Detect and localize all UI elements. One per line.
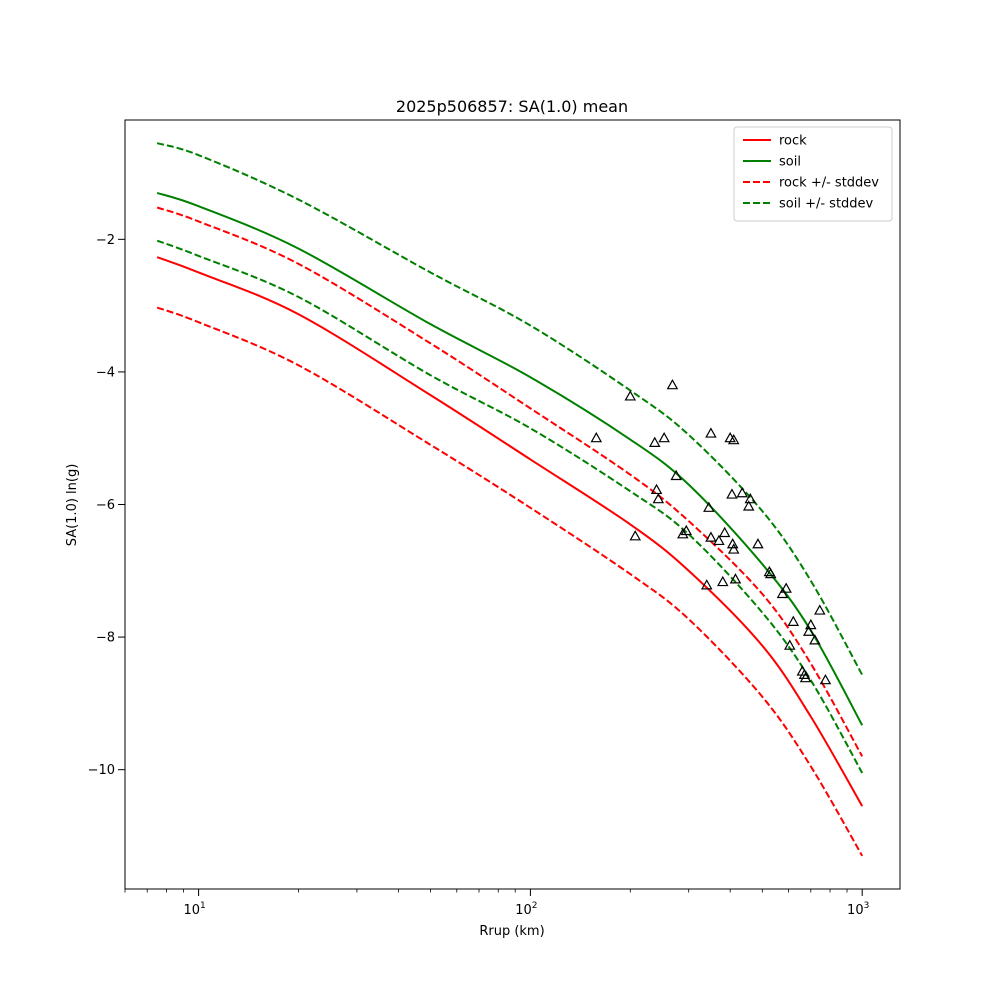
observation-point bbox=[752, 538, 764, 549]
legend-entry: soil bbox=[779, 155, 801, 170]
x-axis-label: Rrup (km) bbox=[479, 924, 544, 939]
observation-point bbox=[705, 427, 717, 438]
observation-point bbox=[700, 579, 713, 590]
y-tick-label: −10 bbox=[88, 763, 115, 778]
observation-point bbox=[629, 530, 642, 541]
observation-point bbox=[670, 469, 682, 481]
observation-point bbox=[726, 488, 738, 499]
observation-point bbox=[713, 534, 725, 546]
series-line-soil-stddev-4 bbox=[156, 142, 864, 676]
observation-point bbox=[799, 671, 812, 683]
observation-point bbox=[819, 673, 832, 685]
observation-point bbox=[736, 487, 749, 498]
series-line-band-5-5 bbox=[156, 239, 864, 774]
y-tick-label: −6 bbox=[96, 498, 115, 513]
observation-point bbox=[666, 378, 679, 390]
series-line-soil-1 bbox=[156, 191, 864, 726]
series-layer bbox=[156, 142, 864, 857]
y-axis-label: SA(1.0) ln(g) bbox=[65, 464, 80, 547]
x-tick-label: 101 bbox=[183, 901, 205, 918]
series-line-rock-0 bbox=[156, 256, 864, 807]
series-line-rock-stddev-2 bbox=[156, 206, 864, 757]
legend-box bbox=[733, 126, 893, 222]
observation-point bbox=[798, 668, 811, 679]
series-line-band-3-3 bbox=[156, 306, 864, 857]
y-tick-label: −4 bbox=[96, 365, 115, 380]
observation-point bbox=[726, 538, 739, 549]
observation-point bbox=[729, 573, 742, 584]
x-tick-label: 102 bbox=[515, 901, 537, 918]
observation-point bbox=[703, 501, 715, 512]
observation-point bbox=[716, 575, 729, 587]
legend-entry: soil +/- stddev bbox=[779, 197, 874, 212]
y-tick-label: −8 bbox=[96, 631, 115, 646]
x-axis-ticks: 101 102 103 bbox=[124, 889, 869, 918]
observation-point bbox=[705, 531, 717, 542]
observation-point bbox=[805, 618, 817, 630]
observation-point bbox=[802, 625, 815, 636]
observation-point bbox=[727, 543, 740, 554]
observation-point bbox=[809, 634, 821, 645]
observation-point bbox=[650, 483, 663, 495]
observation-point bbox=[744, 492, 757, 504]
chart-title: 2025p506857: SA(1.0) mean bbox=[396, 97, 628, 116]
observation-point bbox=[764, 567, 777, 579]
observation-point bbox=[648, 436, 661, 447]
observation-point bbox=[780, 582, 792, 593]
y-axis-ticks: −2 −4 −6 −8 −10 bbox=[88, 233, 125, 778]
observation-point bbox=[658, 431, 670, 443]
observation-point bbox=[624, 390, 637, 401]
observation-point bbox=[784, 639, 796, 650]
observation-point bbox=[652, 492, 665, 504]
observation-points bbox=[590, 378, 832, 685]
observation-point bbox=[680, 524, 693, 536]
legend: rock soil rock +/- stddev soil +/- stddev bbox=[733, 126, 893, 222]
legend-entry: rock bbox=[779, 134, 807, 149]
observation-point bbox=[787, 615, 800, 626]
observation-point bbox=[776, 587, 789, 599]
x-tick-label: 103 bbox=[847, 901, 869, 918]
observation-point bbox=[727, 433, 740, 445]
observation-point bbox=[814, 604, 826, 615]
observation-point bbox=[677, 528, 689, 539]
legend-entry: rock +/- stddev bbox=[779, 176, 879, 191]
observation-point bbox=[742, 500, 755, 511]
y-tick-label: −2 bbox=[96, 233, 115, 248]
observation-point bbox=[590, 431, 603, 443]
observation-point bbox=[718, 526, 731, 538]
